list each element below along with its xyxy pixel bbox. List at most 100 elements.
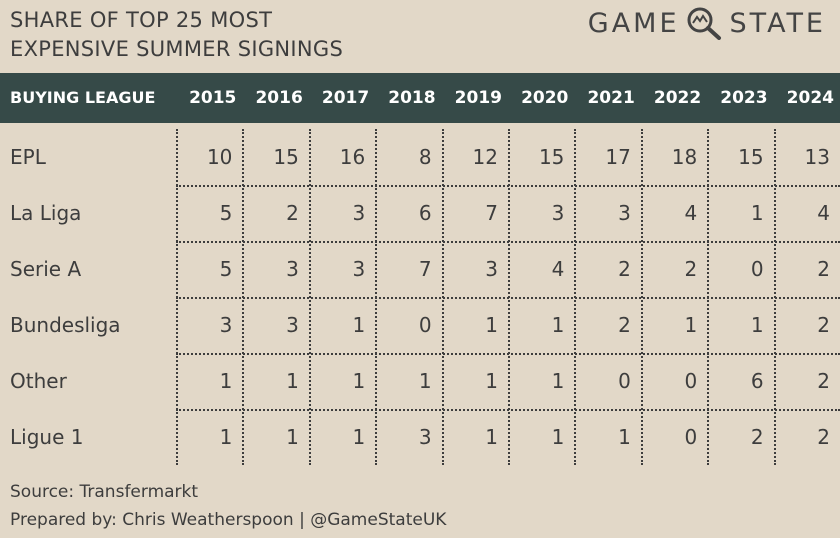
table-cell-2022: 1 — [684, 313, 698, 337]
table-cell-2024: 13 — [804, 145, 830, 169]
table-cell-2015: 1 — [219, 425, 233, 449]
table-cell-2021: 2 — [618, 257, 631, 281]
table-cell-2021: 1 — [618, 425, 631, 449]
table-cell-2023: 0 — [750, 257, 764, 281]
brand-word-state: STATE — [729, 7, 826, 39]
table-cell-2018: 6 — [418, 201, 432, 225]
brand-word-game: GAME — [587, 7, 680, 39]
table-row: La Liga 5 2 3 6 7 3 3 4 1 4 — [0, 185, 840, 241]
table-cell-2017: 3 — [352, 257, 366, 281]
table-cell-2018: 8 — [418, 145, 432, 169]
table-cell-2015: 10 — [206, 145, 233, 169]
table-cell-2024: 2 — [817, 313, 830, 337]
table-cell-2017: 16 — [339, 145, 366, 169]
table-cell-2019: 1 — [485, 313, 498, 337]
row-label: Ligue 1 — [10, 425, 84, 449]
table-cell-2024: 4 — [817, 201, 830, 225]
table-cell-2019: 12 — [472, 145, 498, 169]
column-header-2015: 2015 — [189, 88, 237, 108]
table-cell-2023: 2 — [750, 425, 764, 449]
table-cell-2018: 0 — [418, 313, 432, 337]
chart-title-line-1: SHARE OF TOP 25 MOST — [10, 8, 273, 32]
column-header-2021: 2021 — [587, 88, 635, 108]
column-header-buying-league: BUYING LEAGUE — [10, 88, 156, 107]
table-cell-2016: 3 — [286, 257, 299, 281]
table-cell-2023: 6 — [750, 369, 764, 393]
prepared-by-note: Prepared by: Chris Weatherspoon | @GameS… — [10, 510, 447, 530]
table-cell-2020: 1 — [551, 369, 565, 393]
footer: Source: Transfermarkt Prepared by: Chris… — [10, 478, 446, 534]
table-row: Other 1 1 1 1 1 1 0 0 6 2 — [0, 353, 840, 409]
table-cell-2017: 1 — [352, 313, 366, 337]
table-row: EPL 10 15 16 8 12 15 17 18 15 13 — [0, 129, 840, 185]
row-label: EPL — [10, 145, 46, 169]
source-note: Source: Transfermarkt — [10, 482, 199, 502]
table-cell-2022: 18 — [671, 145, 698, 169]
table-cell-2019: 1 — [485, 369, 498, 393]
table-cell-2023: 15 — [738, 145, 764, 169]
table-cell-2022: 0 — [684, 425, 698, 449]
table-cell-2018: 3 — [418, 425, 432, 449]
column-header-2023: 2023 — [720, 88, 768, 108]
table-cell-2016: 15 — [273, 145, 299, 169]
table-cell-2019: 3 — [485, 257, 498, 281]
table-row: Ligue 1 1 1 1 3 1 1 1 0 2 2 — [0, 409, 840, 465]
table-header: BUYING LEAGUE 2015 2016 2017 2018 2019 2020 20… — [0, 73, 840, 123]
table-cell-2015: 1 — [219, 369, 233, 393]
table-cell-2023: 1 — [750, 313, 764, 337]
row-separator — [176, 241, 840, 243]
table-cell-2017: 1 — [352, 425, 366, 449]
row-separator — [176, 409, 840, 411]
table-cell-2024: 2 — [817, 257, 830, 281]
table-cell-2020: 1 — [551, 313, 565, 337]
row-separator — [176, 353, 840, 355]
table-cell-2020: 3 — [551, 201, 565, 225]
table-cell-2015: 5 — [219, 257, 233, 281]
table-row: Bundesliga 3 3 1 0 1 1 2 1 1 2 — [0, 297, 840, 353]
table-cell-2019: 1 — [485, 425, 498, 449]
brand-logo: GAME STATE — [588, 6, 826, 40]
magnifier-icon — [687, 7, 721, 40]
table-cell-2015: 3 — [219, 313, 233, 337]
table-body: EPL 10 15 16 8 12 15 17 18 15 13 La Liga 5 2 3 6 7 3 3 4 1 4 S… — [0, 129, 840, 465]
table-cell-2016: 3 — [286, 313, 299, 337]
table-cell-2019: 7 — [485, 201, 498, 225]
table-cell-2018: 7 — [418, 257, 432, 281]
row-label: Bundesliga — [10, 313, 121, 337]
table-cell-2018: 1 — [418, 369, 432, 393]
table-cell-2017: 1 — [352, 369, 366, 393]
table-cell-2017: 3 — [352, 201, 366, 225]
table-cell-2023: 1 — [750, 201, 764, 225]
column-header-2016: 2016 — [255, 88, 303, 108]
table-cell-2021: 0 — [618, 369, 631, 393]
table-cell-2020: 15 — [538, 145, 565, 169]
table-cell-2021: 3 — [618, 201, 631, 225]
column-header-2018: 2018 — [388, 88, 436, 108]
table-cell-2024: 2 — [817, 369, 830, 393]
row-label: La Liga — [10, 201, 82, 225]
column-header-2024: 2024 — [786, 88, 834, 108]
table-cell-2016: 2 — [286, 201, 299, 225]
table-cell-2022: 0 — [684, 369, 698, 393]
table-cell-2016: 1 — [286, 425, 299, 449]
table-cell-2021: 17 — [605, 145, 631, 169]
table-cell-2022: 4 — [684, 201, 698, 225]
table-cell-2022: 2 — [684, 257, 698, 281]
column-header-2022: 2022 — [653, 88, 702, 108]
table-cell-2015: 5 — [219, 201, 233, 225]
table-cell-2024: 2 — [817, 425, 830, 449]
chart-title-line-2: EXPENSIVE SUMMER SIGNINGS — [10, 37, 344, 61]
row-separator — [176, 297, 840, 299]
row-label: Other — [10, 369, 67, 393]
row-separator — [176, 185, 840, 187]
chart-title: SHARE OF TOP 25 MOST EXPENSIVE SUMMER SI… — [10, 6, 343, 64]
column-header-2019: 2019 — [454, 88, 502, 108]
table-cell-2020: 1 — [551, 425, 565, 449]
table-row: Serie A 5 3 3 7 3 4 2 2 0 2 — [0, 241, 840, 297]
column-header-2020: 2020 — [521, 88, 569, 108]
table-cell-2021: 2 — [618, 313, 631, 337]
row-label: Serie A — [10, 257, 82, 281]
table-cell-2016: 1 — [286, 369, 299, 393]
column-header-2017: 2017 — [321, 88, 370, 108]
table-cell-2020: 4 — [551, 257, 565, 281]
